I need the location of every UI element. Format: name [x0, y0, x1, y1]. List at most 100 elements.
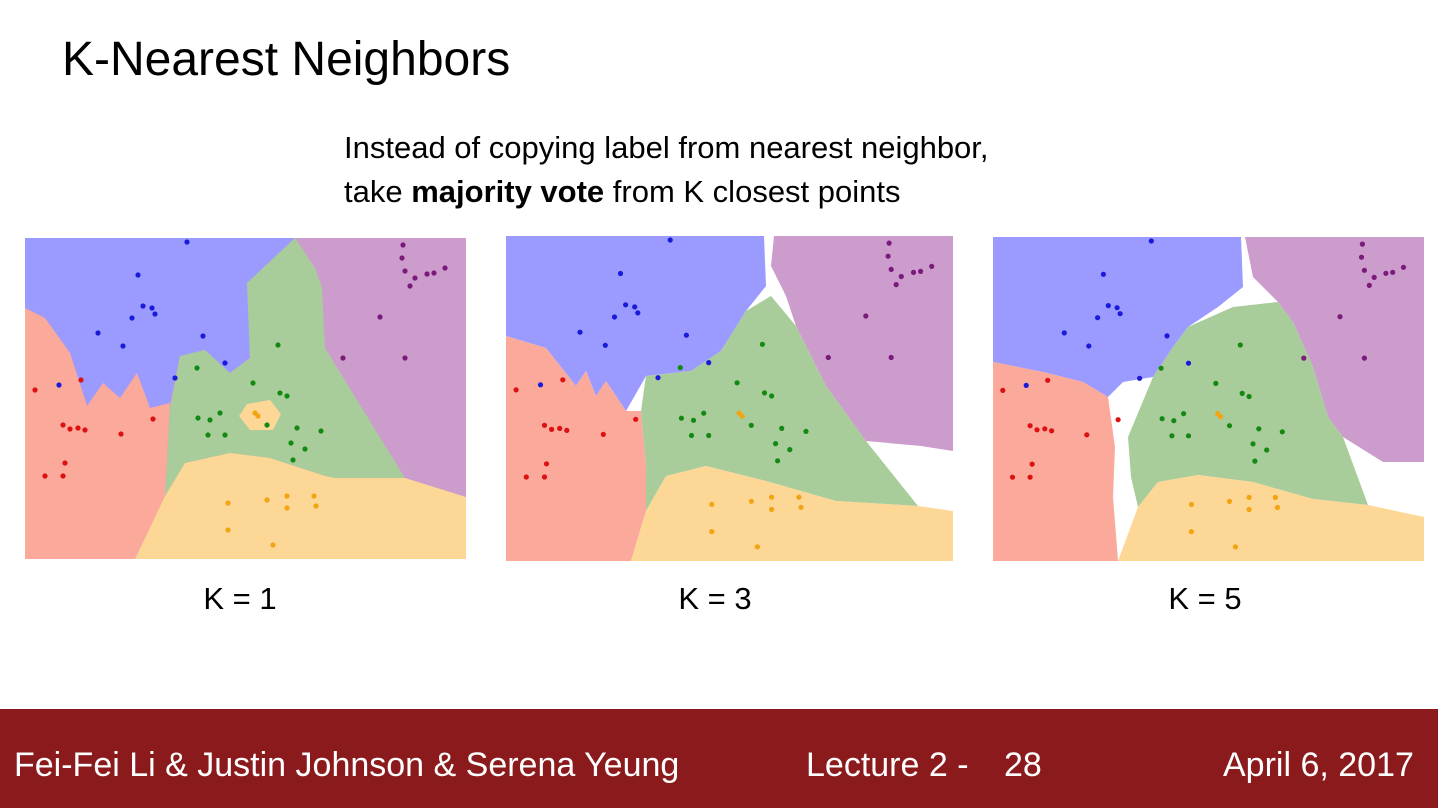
orange-point — [225, 500, 231, 506]
blue-point — [1114, 305, 1120, 311]
knn-plot-k1 — [25, 238, 466, 559]
orange-point — [754, 544, 760, 550]
purple-point — [400, 242, 406, 248]
orange-point — [284, 493, 290, 499]
purple-point — [402, 355, 408, 361]
red-point — [75, 425, 81, 431]
purple-point — [1361, 267, 1367, 273]
knn-plot-k3 — [506, 236, 953, 561]
green-point — [277, 390, 283, 396]
blue-point — [1117, 311, 1123, 317]
region-red — [25, 308, 170, 559]
purple-point — [1358, 254, 1365, 260]
orange-point — [796, 494, 802, 500]
red-point — [1027, 423, 1033, 429]
green-point — [1169, 433, 1175, 439]
blue-point — [1095, 315, 1101, 321]
blue-point — [632, 304, 638, 310]
red-point — [1009, 474, 1016, 480]
orange-point — [313, 503, 319, 509]
orange-point — [1246, 494, 1252, 500]
red-point — [118, 431, 124, 437]
blue-point — [1148, 238, 1154, 244]
orange-point — [748, 498, 754, 504]
red-point — [513, 387, 519, 393]
purple-point — [888, 266, 894, 272]
red-point — [564, 427, 570, 433]
purple-point — [1301, 355, 1307, 361]
green-point — [1185, 433, 1192, 439]
red-point — [541, 474, 548, 480]
green-point — [803, 428, 809, 434]
subtitle-bold: majority vote — [411, 174, 605, 209]
blue-point — [120, 343, 126, 349]
green-point — [195, 415, 201, 421]
blue-point — [667, 237, 673, 243]
green-point — [787, 447, 793, 453]
orange-point — [1246, 506, 1252, 513]
region-orange — [135, 453, 466, 559]
purple-point — [898, 273, 904, 280]
orange-point — [1232, 544, 1238, 550]
blue-point — [1100, 271, 1106, 277]
region-orange — [1118, 475, 1424, 561]
blue-point — [706, 360, 712, 366]
orange-point — [284, 505, 290, 511]
blue-point — [149, 305, 155, 311]
orange-point — [1218, 414, 1224, 420]
orange-point — [769, 494, 775, 500]
purple-point — [431, 270, 437, 276]
orange-point — [311, 493, 317, 499]
blue-point — [222, 360, 228, 366]
green-point — [275, 342, 281, 348]
blue-point — [602, 342, 608, 348]
red-point — [1027, 474, 1033, 480]
red-point — [32, 387, 38, 393]
green-point — [264, 422, 270, 428]
blue-point — [577, 329, 583, 335]
green-point — [1171, 418, 1177, 424]
subtitle-line-2: take majority vote from K closest points — [344, 170, 989, 214]
red-point — [82, 427, 88, 433]
orange-point — [270, 542, 276, 548]
purple-point — [918, 268, 924, 274]
purple-point — [402, 268, 408, 274]
green-point — [222, 432, 228, 438]
blue-point — [129, 315, 135, 321]
green-point — [706, 432, 712, 439]
purple-point — [1366, 282, 1372, 288]
orange-point — [1272, 494, 1278, 500]
region-blue — [25, 238, 295, 408]
knn-plot-k5-svg — [993, 237, 1424, 561]
red-point — [1034, 427, 1040, 433]
knn-plot-k1-svg — [25, 238, 466, 559]
blue-point — [135, 272, 141, 278]
purple-point — [1390, 269, 1396, 275]
blue-point — [95, 330, 101, 336]
red-point — [1115, 417, 1121, 423]
green-point — [1256, 426, 1262, 432]
red-point — [1029, 461, 1035, 467]
green-point — [217, 410, 223, 416]
green-point — [1237, 342, 1243, 348]
blue-point — [683, 332, 689, 338]
data-points — [513, 237, 935, 550]
purple-point — [424, 271, 430, 277]
green-point — [302, 446, 308, 452]
knn-plot-k5 — [993, 237, 1424, 561]
green-point — [1246, 393, 1252, 400]
region-blue — [993, 237, 1243, 397]
purple-point — [929, 263, 935, 269]
green-point — [769, 393, 775, 399]
footer-date: April 6, 2017 — [1223, 746, 1414, 784]
orange-point — [739, 413, 745, 419]
footer-authors: Fei-Fei Li & Justin Johnson & Serena Yeu… — [14, 746, 680, 784]
purple-point — [893, 282, 899, 288]
green-point — [1252, 458, 1258, 464]
purple-point — [825, 354, 831, 361]
orange-point — [1226, 498, 1233, 504]
red-point — [1049, 428, 1055, 434]
orange-point — [225, 527, 231, 533]
red-point — [560, 377, 566, 383]
blue-point — [184, 239, 190, 245]
